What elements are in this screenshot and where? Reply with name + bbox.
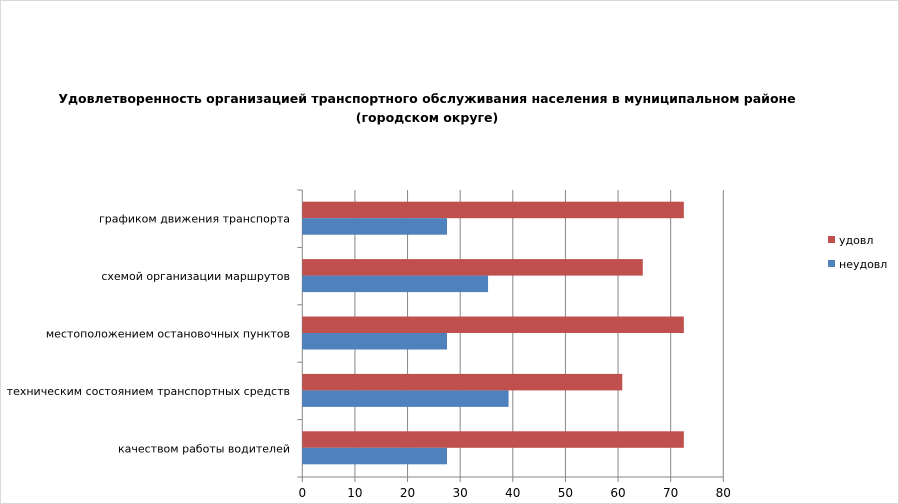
bar-неудовл (302, 390, 509, 407)
x-tick-label: 60 (610, 486, 625, 500)
category-label: графиком движения транспорта (99, 213, 290, 226)
x-tick-label: 40 (505, 486, 520, 500)
legend-label: удовл (839, 234, 873, 247)
category-label: качеством работы водителей (118, 442, 290, 455)
bar-неудовл (302, 275, 489, 293)
x-tick-label: 50 (558, 486, 573, 500)
bar-удовл (302, 431, 684, 448)
bar-удовл (302, 259, 643, 276)
x-tick-label: 10 (347, 486, 362, 500)
chart-title-line: Удовлетворенность организацией транспорт… (58, 91, 795, 106)
bar-неудовл (302, 218, 448, 235)
category-label: техническим состоянием транспортных сред… (7, 385, 290, 398)
x-tick-label: 20 (400, 486, 415, 500)
bar-удовл (302, 373, 623, 391)
bar-неудовл (302, 333, 448, 350)
legend-swatch (828, 260, 835, 267)
category-label: схемой организации маршрутов (101, 270, 290, 283)
legend-swatch (828, 236, 835, 243)
x-tick-label: 80 (716, 486, 731, 500)
x-tick-label: 70 (663, 486, 678, 500)
bar-неудовл (302, 447, 448, 465)
x-tick-label: 30 (453, 486, 468, 500)
chart-title-line: (городском округе) (356, 110, 498, 125)
category-label: местоположением остановочных пунктов (46, 328, 290, 341)
x-tick-label: 0 (298, 486, 306, 500)
bar-удовл (302, 316, 684, 333)
bar-удовл (302, 201, 684, 219)
legend-label: неудовл (839, 258, 887, 271)
